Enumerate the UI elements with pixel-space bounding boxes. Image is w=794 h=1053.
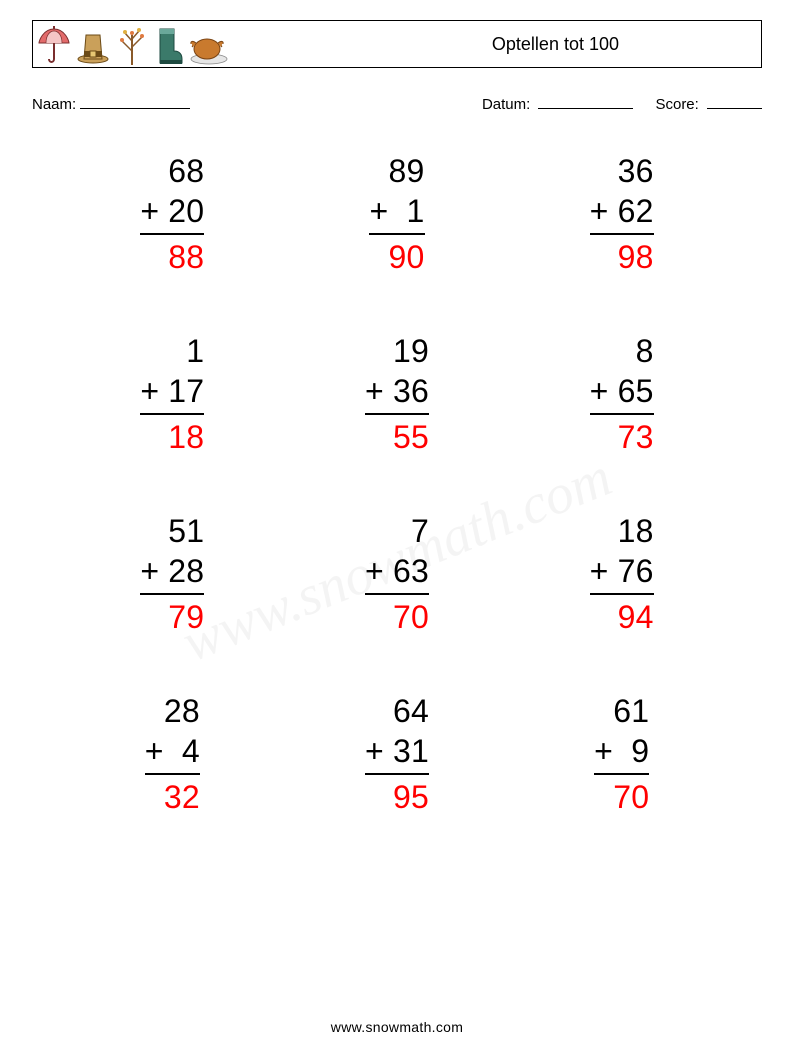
- name-label: Naam:: [32, 96, 76, 113]
- problem: 18+ 76 94: [519, 511, 724, 637]
- answer: 98: [590, 235, 654, 277]
- operand-bottom: + 17: [140, 371, 204, 415]
- operand-top: 36: [590, 151, 654, 191]
- problem: 8+ 65 73: [519, 331, 724, 457]
- worksheet-page: Optellen tot 100 Naam: Datum: Score: www…: [0, 0, 794, 1053]
- operand-top: 28: [145, 691, 200, 731]
- operand-bottom: + 76: [590, 551, 654, 595]
- footer-url: www.snowmath.com: [0, 1019, 794, 1035]
- answer: 90: [369, 235, 424, 277]
- operand-top: 64: [365, 691, 429, 731]
- pilgrim-hat-icon: [74, 21, 112, 67]
- answer: 32: [145, 775, 200, 817]
- worksheet-title: Optellen tot 100: [492, 34, 759, 55]
- meta-line: Naam: Datum: Score:: [32, 94, 762, 113]
- operand-top: 61: [594, 691, 649, 731]
- operand-top: 51: [140, 511, 204, 551]
- answer: 70: [365, 595, 429, 637]
- problem: 7+ 63 70: [295, 511, 500, 637]
- operand-bottom: + 4: [145, 731, 200, 775]
- problem: 19+ 36 55: [295, 331, 500, 457]
- problem: 51+ 28 79: [70, 511, 275, 637]
- operand-bottom: + 20: [140, 191, 204, 235]
- answer: 79: [140, 595, 204, 637]
- operand-top: 8: [590, 331, 654, 371]
- operand-top: 19: [365, 331, 429, 371]
- operand-bottom: + 31: [365, 731, 429, 775]
- problem: 28+ 4 32: [70, 691, 275, 817]
- answer: 94: [590, 595, 654, 637]
- umbrella-icon: [35, 21, 73, 67]
- operand-bottom: + 65: [590, 371, 654, 415]
- problem: 89+ 1 90: [295, 151, 500, 277]
- score-blank[interactable]: [707, 94, 762, 109]
- problem: 64+ 31 95: [295, 691, 500, 817]
- operand-bottom: + 1: [369, 191, 424, 235]
- problem: 36+ 62 98: [519, 151, 724, 277]
- date-blank[interactable]: [538, 94, 633, 109]
- score-label: Score:: [655, 96, 698, 113]
- date-label: Datum:: [482, 96, 530, 113]
- operand-top: 1: [140, 331, 204, 371]
- header-box: Optellen tot 100: [32, 20, 762, 68]
- turkey-icon: [187, 21, 231, 67]
- operand-top: 18: [590, 511, 654, 551]
- problem: 61+ 9 70: [519, 691, 724, 817]
- problem: 1+ 17 18: [70, 331, 275, 457]
- operand-bottom: + 36: [365, 371, 429, 415]
- answer: 18: [140, 415, 204, 457]
- answer: 73: [590, 415, 654, 457]
- rain-boot-icon: [152, 21, 186, 67]
- header-icons: [35, 21, 231, 67]
- answer: 95: [365, 775, 429, 817]
- operand-top: 7: [365, 511, 429, 551]
- answer: 55: [365, 415, 429, 457]
- answer: 88: [140, 235, 204, 277]
- operand-top: 89: [369, 151, 424, 191]
- name-blank[interactable]: [80, 94, 190, 109]
- operand-bottom: + 62: [590, 191, 654, 235]
- operand-bottom: + 28: [140, 551, 204, 595]
- answer: 70: [594, 775, 649, 817]
- operand-top: 68: [140, 151, 204, 191]
- operand-bottom: + 63: [365, 551, 429, 595]
- problem: 68+ 20 88: [70, 151, 275, 277]
- problems-grid: 68+ 20 88 89+ 1 90 36+ 62 98 1+ 17 18 19…: [70, 151, 724, 817]
- bare-tree-icon: [113, 21, 151, 67]
- operand-bottom: + 9: [594, 731, 649, 775]
